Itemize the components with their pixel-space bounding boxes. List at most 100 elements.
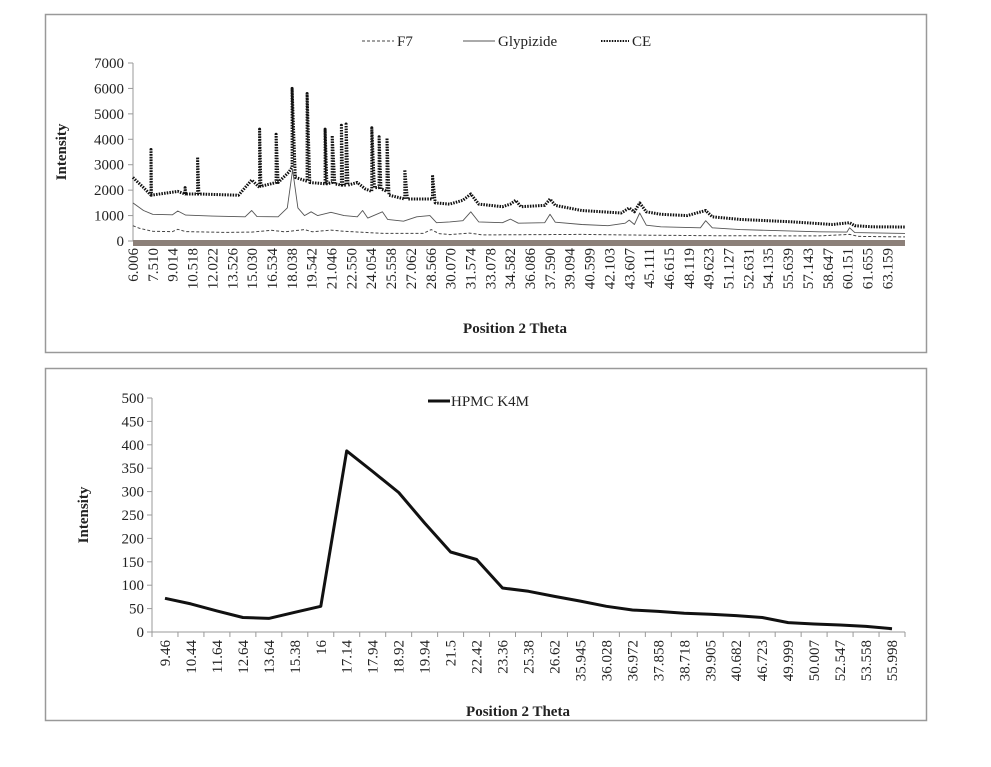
x-tick-label: 45.111	[642, 248, 658, 288]
x-tick-label: 18.92	[392, 640, 408, 674]
y-tick-label: 500	[122, 391, 145, 407]
x-tick-label: 34.582	[503, 248, 519, 289]
y-tick-label: 450	[122, 414, 145, 430]
x-tick-label: 37.858	[651, 640, 667, 681]
y-tick-label: 150	[122, 555, 145, 571]
x-tick-label: 40.599	[583, 248, 599, 289]
x-tick-label: 36.086	[523, 248, 539, 290]
x-tick-label: 16	[314, 640, 330, 656]
y-tick-label: 400	[122, 438, 145, 454]
x-tick-label: 23.36	[496, 640, 512, 674]
x-tick-label: 22.550	[344, 248, 360, 289]
x-tick-label: 31.574	[463, 248, 479, 290]
x-tick-label: 13.526	[225, 248, 241, 290]
x-axis-title: Position 2 Theta	[466, 704, 570, 720]
y-tick-label: 2000	[94, 183, 124, 199]
y-axis-title: Intensity	[76, 486, 92, 543]
x-tick-label: 13.64	[262, 640, 278, 674]
x-tick-label: 63.159	[880, 248, 896, 289]
x-tick-label: 35.945	[573, 640, 589, 681]
x-tick-label: 10.44	[184, 640, 200, 674]
x-tick-label: 37.590	[543, 248, 559, 289]
x-tick-label: 11.64	[210, 640, 226, 674]
y-tick-label: 0	[117, 234, 125, 250]
y-tick-label: 200	[122, 531, 145, 547]
y-tick-label: 4000	[94, 132, 124, 148]
x-tick-label: 21.5	[444, 640, 460, 666]
x-tick-label: 55.998	[885, 640, 901, 681]
legend-label: HPMC K4M	[451, 394, 529, 410]
top-chart-frame	[44, 13, 928, 354]
x-tick-label: 50.007	[807, 640, 823, 682]
x-tick-label: 39.905	[703, 640, 719, 681]
x-tick-label: 10.518	[186, 248, 202, 289]
bottom-chart: 0 50 100 150 200 250 300 350 400 450 500 9.46 10.44 1…	[76, 391, 906, 720]
x-tick-label: 30.070	[444, 248, 460, 289]
x-tick-label: 43.607	[622, 248, 638, 290]
x-tick-label: 26.62	[547, 640, 563, 674]
x-tick-label: 16.534	[265, 248, 281, 290]
y-tick-label: 7000	[94, 56, 124, 72]
x-tick-label: 52.631	[741, 248, 757, 289]
x-tick-label: 55.639	[781, 248, 797, 289]
top-chart: 0 1000 2000 3000 4000 5000 6000 7000 6.006 7.510 9…	[54, 34, 906, 337]
x-tick-label: 12.64	[236, 640, 252, 674]
bottom-chart-frame	[44, 367, 928, 722]
x-tick-label: 58.647	[821, 248, 837, 290]
legend-label: F7	[397, 34, 413, 50]
x-tick-label: 60.151	[841, 248, 857, 289]
x-tick-label: 6.006	[126, 248, 142, 282]
y-tick-label: 6000	[94, 81, 124, 97]
x-tick-label: 39.094	[563, 248, 579, 290]
x-tick-label: 57.143	[801, 248, 817, 289]
legend-label: CE	[632, 34, 651, 50]
y-tick-label: 0	[137, 625, 145, 641]
x-axis-band	[133, 240, 905, 246]
y-tick-label: 100	[122, 578, 145, 594]
y-tick-label: 50	[129, 602, 144, 618]
series-line-ce	[131, 86, 906, 229]
x-tick-label: 27.062	[404, 248, 420, 289]
x-tick-label: 28.566	[424, 248, 440, 290]
x-tick-label: 38.718	[677, 640, 693, 681]
x-tick-label: 42.103	[602, 248, 618, 289]
x-tick-label: 25.38	[522, 640, 538, 674]
x-tick-label: 25.558	[384, 248, 400, 289]
x-tick-label: 46.723	[755, 640, 771, 681]
x-tick-label: 40.682	[729, 640, 745, 681]
x-tick-label: 22.42	[470, 640, 486, 674]
x-tick-label: 46.615	[662, 248, 678, 289]
x-tick-label: 18.038	[285, 248, 301, 289]
y-tick-label: 3000	[94, 158, 124, 174]
x-tick-label: 7.510	[146, 248, 162, 282]
series-line-f7	[132, 225, 906, 238]
legend-label: Glypizide	[498, 34, 557, 50]
x-tick-label: 33.078	[483, 248, 499, 289]
x-tick-label: 61.655	[860, 248, 876, 289]
series-line-hpmc-k4m	[164, 449, 893, 631]
y-tick-label: 1000	[94, 209, 124, 225]
y-axis-title: Intensity	[54, 123, 70, 180]
x-tick-label: 53.558	[859, 640, 875, 681]
x-tick-label: 48.119	[682, 248, 698, 289]
x-tick-label: 19.542	[305, 248, 321, 289]
x-tick-label: 36.972	[625, 640, 641, 681]
x-tick-label: 51.127	[722, 248, 738, 290]
x-tick-label: 49.999	[781, 640, 797, 681]
x-tick-label: 17.94	[366, 640, 382, 674]
y-tick-label: 350	[122, 461, 145, 477]
x-tick-label: 49.623	[702, 248, 718, 289]
x-tick-label: 15.38	[288, 640, 304, 674]
x-tick-label: 9.46	[158, 640, 174, 667]
y-tick-label: 250	[122, 508, 145, 524]
x-tick-label: 21.046	[325, 248, 341, 290]
y-tick-label: 5000	[94, 107, 124, 123]
x-tick-label: 36.028	[599, 640, 615, 681]
x-tick-label: 17.14	[340, 640, 356, 674]
x-tick-label: 12.022	[205, 248, 221, 289]
x-axis-title: Position 2 Theta	[463, 321, 567, 337]
x-tick-label: 19.94	[418, 640, 434, 674]
x-tick-label: 52.547	[833, 640, 849, 682]
x-tick-label: 54.135	[761, 248, 777, 289]
